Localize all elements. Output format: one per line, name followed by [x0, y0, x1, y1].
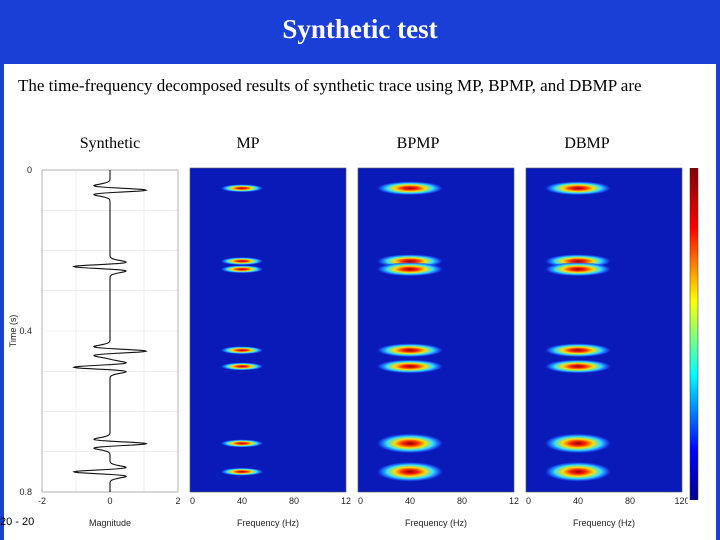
y-tick-label: 0.4 — [19, 326, 32, 336]
energy-blob — [220, 362, 264, 371]
x-axis-title: Frequency (Hz) — [573, 518, 635, 528]
energy-blob — [544, 359, 612, 374]
heatmap-background — [189, 167, 347, 493]
energy-blob — [544, 181, 612, 196]
energy-blob — [544, 433, 612, 454]
intro-text: The time-frequency decomposed results of… — [18, 76, 642, 95]
colorbar — [689, 168, 699, 500]
slide-title: Synthetic test — [282, 14, 438, 44]
slide-content: The time-frequency decomposed results of… — [4, 64, 716, 540]
energy-blob — [376, 262, 444, 277]
mp-heatmap-chart: 0 40 80 12 Frequency (Hz) — [189, 167, 351, 528]
energy-blob — [376, 433, 444, 454]
y-tick-label: 0 — [27, 165, 32, 175]
x-tick-label: 120 — [674, 496, 688, 506]
x-tick-label: 0 — [107, 496, 112, 506]
x-tick-label: 12 — [341, 496, 351, 506]
energy-blob — [220, 184, 264, 193]
label-synthetic: Synthetic — [79, 135, 141, 152]
x-tick-label: 0 — [190, 496, 195, 506]
synthetic-trace-chart: 0 0.4 0.8 -2 0 2 Time (s) Magnitude — [8, 165, 181, 528]
label-bpmp: BPMP — [396, 135, 440, 152]
x-tick-label: 40 — [405, 496, 415, 506]
dbmp-heatmap-chart: 0 40 80 120 Frequency (Hz) — [525, 167, 688, 528]
x-tick-label: 80 — [625, 496, 635, 506]
label-dbmp: DBMP — [564, 135, 610, 152]
x-tick-label: 2 — [175, 496, 180, 506]
x-tick-label: 40 — [237, 496, 247, 506]
energy-blob — [220, 467, 264, 476]
energy-blob — [376, 461, 444, 482]
bpmp-heatmap-chart: 0 40 80 12 Frequency (Hz) — [357, 167, 519, 528]
x-tick-label: 12 — [509, 496, 519, 506]
x-tick-label: 0 — [526, 496, 531, 506]
energy-blob — [220, 257, 264, 266]
synthetic-trace-line — [71, 170, 149, 492]
y-tick-label: 0.8 — [19, 487, 32, 497]
energy-blob — [544, 262, 612, 277]
energy-blob — [220, 346, 264, 355]
x-tick-label: -2 — [38, 496, 46, 506]
x-tick-label: 80 — [457, 496, 467, 506]
y-axis-title: Time (s) — [8, 315, 18, 348]
energy-blob — [376, 343, 444, 358]
x-axis-title: Frequency (Hz) — [405, 518, 467, 528]
energy-blob — [544, 343, 612, 358]
energy-blob — [220, 439, 264, 448]
x-tick-label: 0 — [358, 496, 363, 506]
energy-blob — [220, 265, 264, 274]
x-axis-title: Frequency (Hz) — [237, 518, 299, 528]
x-tick-label: 40 — [573, 496, 583, 506]
energy-blob — [376, 181, 444, 196]
label-mp: MP — [236, 135, 260, 152]
x-axis-title: Magnitude — [89, 518, 131, 528]
energy-blob — [544, 461, 612, 482]
page-number: 20 - 20 — [0, 516, 35, 528]
energy-blob — [376, 359, 444, 374]
x-tick-label: 80 — [289, 496, 299, 506]
